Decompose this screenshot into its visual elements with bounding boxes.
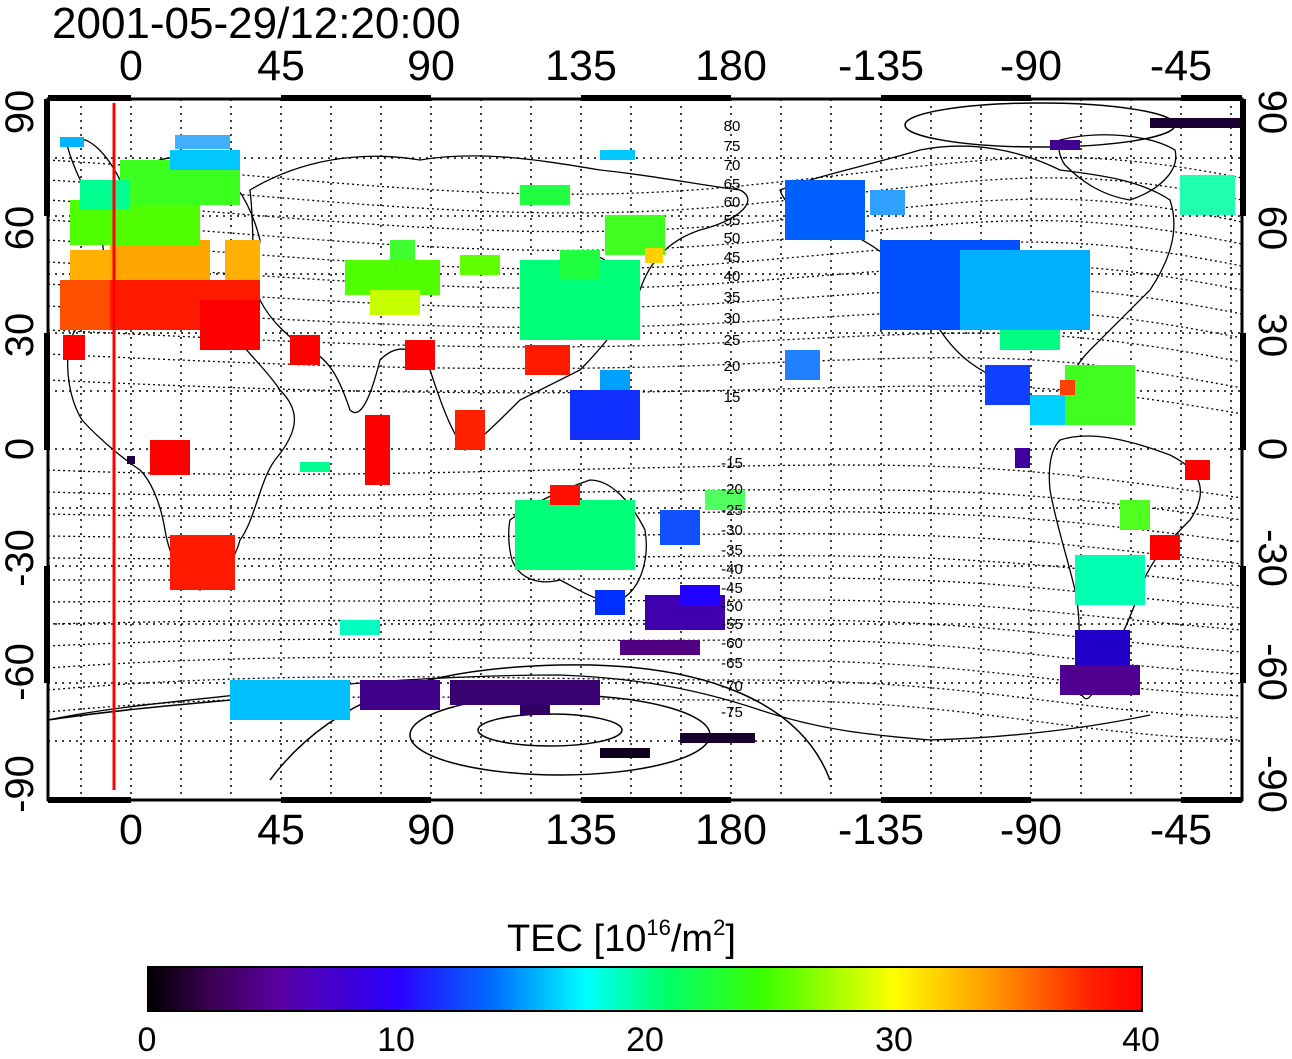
contour-label: 70 [724,157,741,174]
contour-label: -65 [721,655,743,672]
contour-label: -25 [721,502,743,519]
colorbar-tick: 10 [377,1021,415,1059]
colorbar-title: TEC [1016/m2] [507,915,736,960]
tec-data-cells [60,118,1240,758]
axis-bars [44,95,1246,803]
bottom-lon-tick: 135 [545,806,617,854]
contour-label: 30 [724,310,741,327]
contour-label: -70 [721,678,743,695]
contour-label: 50 [724,230,741,247]
contour-label: 60 [724,194,741,211]
asia-outline [249,155,749,451]
bottom-lon-tick: 180 [695,806,767,854]
contour-label: 45 [724,249,741,266]
contour-label: -50 [721,598,743,615]
top-lon-tick: 0 [119,42,143,90]
colorbar-tick: 20 [626,1021,664,1059]
contour-label: -15 [721,455,743,472]
contour-label: 15 [724,389,741,406]
contour-label: 75 [724,138,741,155]
contour-label: 20 [724,358,741,375]
contour-label: -35 [721,542,743,559]
contour-label: -45 [721,580,743,597]
contour-label: -20 [721,481,743,498]
colorbar [147,966,1143,1012]
top-lon-tick: 90 [407,42,455,90]
contour-label: -55 [721,616,743,633]
greenland-outline [1058,134,1177,201]
contour-label: 55 [724,212,741,229]
australia-outline [508,479,647,602]
contour-label: -60 [721,635,743,652]
bottom-lon-tick: 90 [407,806,455,854]
contour-label: 35 [724,289,741,306]
bottom-lon-tick: 0 [119,806,143,854]
contour-label: 80 [724,118,741,135]
contour-label: -30 [721,522,743,539]
bottom-lon-tick: -45 [1149,806,1213,854]
top-lon-tick: -45 [1149,42,1213,90]
top-lon-tick: -135 [837,42,925,90]
bottom-lon-tick: -90 [999,806,1063,854]
bottom-lon-tick: -135 [837,806,925,854]
contour-labels: 80 75 70 65 60 55 50 45 40 35 30 25 20 1… [721,118,743,721]
top-lon-tick: -90 [999,42,1063,90]
bottom-lon-tick: 45 [257,806,305,854]
colorbar-tick: 30 [875,1021,913,1059]
colorbar-tick: 40 [1122,1021,1160,1059]
top-lon-tick: 135 [545,42,617,90]
contour-label: 25 [724,332,741,349]
map-title: 2001-05-29/12:20:00 [52,0,461,48]
contour-label: 40 [724,268,741,285]
contour-label: -40 [721,561,743,578]
contour-label: 65 [724,176,741,193]
colorbar-tick: 0 [137,1021,157,1059]
contour-label: -75 [721,704,743,721]
top-lon-tick: 45 [257,42,305,90]
top-lon-tick: 180 [695,42,767,90]
